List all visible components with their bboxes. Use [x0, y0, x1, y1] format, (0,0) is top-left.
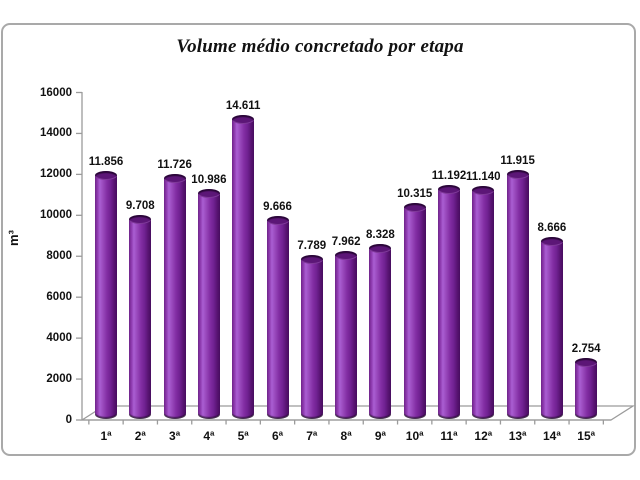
bar-4ª — [197, 189, 220, 418]
bar-12ª — [472, 185, 495, 418]
x-category-label: 10ª — [405, 429, 424, 443]
x-category-label: 3ª — [169, 429, 181, 443]
x-category-label: 14ª — [542, 429, 561, 443]
x-category-label: 5ª — [237, 429, 249, 443]
bar-value-label: 2.754 — [571, 342, 601, 355]
bar-value-label: 14.611 — [225, 99, 261, 112]
bar-5ª — [232, 114, 255, 418]
x-category-label: 11ª — [440, 429, 458, 443]
x-category-label: 9ª — [374, 429, 386, 443]
x-category-label: 12ª — [474, 429, 493, 443]
bar-8ª — [335, 251, 358, 418]
bar-15ª — [575, 357, 598, 418]
y-tick-label: 16000 — [40, 86, 72, 99]
y-tick-label: 2000 — [46, 373, 72, 386]
bar-value-label: 9.666 — [263, 201, 292, 214]
bar-value-label: 11.140 — [466, 170, 501, 183]
bar-1ª — [95, 171, 117, 418]
bar-3ª — [163, 173, 186, 418]
y-tick-label: 8000 — [46, 250, 72, 263]
bar-value-label: 11.726 — [157, 158, 192, 171]
y-tick-label: 6000 — [46, 291, 72, 304]
bar-value-label: 11.856 — [88, 156, 124, 169]
x-category-label: 7ª — [306, 429, 318, 443]
x-category-label: 2ª — [134, 429, 146, 443]
bar-value-label: 11.192 — [431, 169, 467, 182]
bar-7ª — [300, 254, 323, 418]
bar-value-label: 11.915 — [500, 155, 535, 168]
bar-value-label: 9.708 — [125, 200, 155, 213]
y-tick-label: 0 — [65, 414, 72, 426]
y-tick-label: 12000 — [40, 168, 72, 181]
bar-value-label: 8.328 — [366, 228, 395, 241]
y-tick-label: 10000 — [40, 209, 72, 222]
bar-6ª — [266, 216, 289, 418]
bar-value-label: 7.962 — [331, 236, 361, 249]
x-category-label: 13ª — [508, 429, 527, 443]
x-category-label: 6ª — [271, 429, 284, 443]
x-category-label: 8ª — [340, 429, 352, 443]
y-tick-label: 14000 — [40, 127, 72, 140]
y-tick-label: 4000 — [46, 332, 72, 345]
bar-value-label: 10.986 — [191, 174, 227, 187]
bar-13ª — [506, 170, 529, 418]
x-category-label: 15ª — [577, 429, 596, 443]
chart-title: Volume médio concretado por etapa — [176, 36, 464, 57]
bar-2ª — [129, 215, 152, 418]
bar-14ª — [540, 236, 563, 418]
bar-11ª — [438, 184, 460, 418]
bar-10ª — [403, 202, 426, 418]
bar-value-label: 8.666 — [537, 221, 567, 234]
bar-value-label: 7.789 — [297, 239, 327, 252]
bar-value-label: 10.315 — [397, 187, 433, 200]
x-category-label: 1ª — [100, 429, 112, 443]
x-category-label: 4ª — [203, 429, 215, 443]
bar-9ª — [369, 243, 392, 418]
